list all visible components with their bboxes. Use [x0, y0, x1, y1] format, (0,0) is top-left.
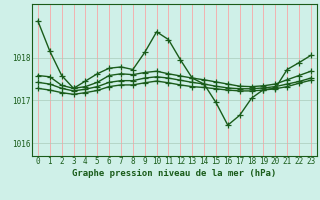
X-axis label: Graphe pression niveau de la mer (hPa): Graphe pression niveau de la mer (hPa)	[72, 169, 276, 178]
